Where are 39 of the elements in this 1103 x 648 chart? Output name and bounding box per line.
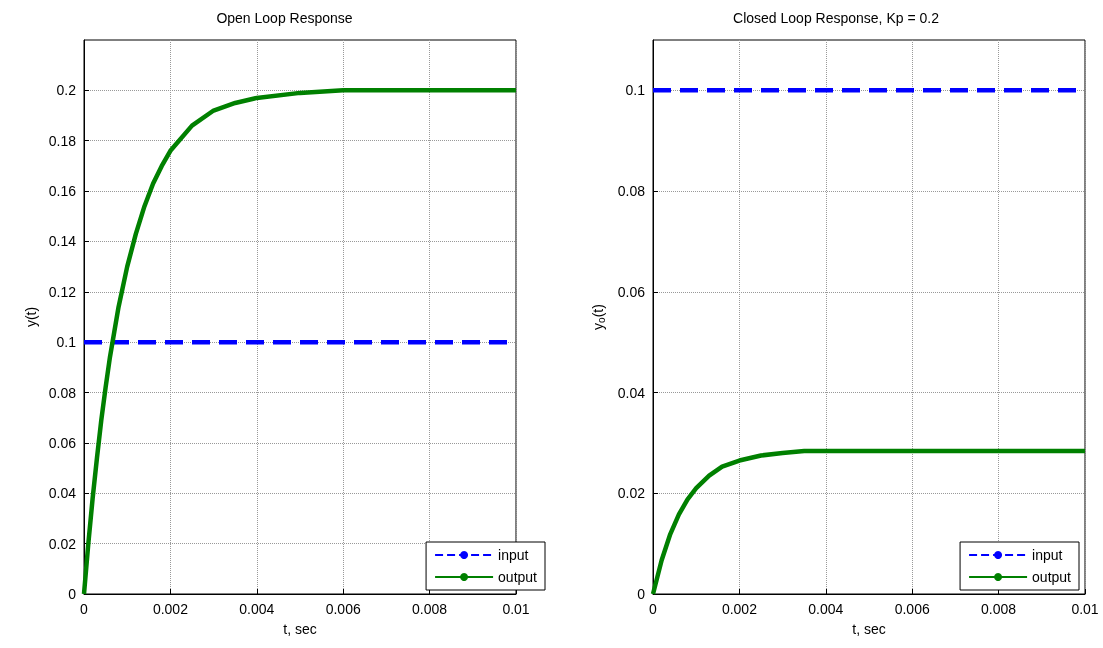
y-tick-label: 0.16: [48, 183, 77, 200]
x-tick-label: 0.008: [981, 601, 1017, 617]
x-tick-label: 0.006: [325, 601, 361, 617]
x-tick-label: 0.008: [412, 601, 448, 617]
chart-title: Open Loop Response: [216, 10, 353, 26]
y-tick-label: 0.04: [617, 384, 646, 401]
x-tick-label: 0.002: [152, 601, 189, 617]
y-tick-label: 0.06: [48, 434, 77, 451]
x-tick-label: 0.01: [1071, 601, 1099, 617]
x-tick-label: 0: [649, 601, 658, 617]
y-axis-title: y(t): [22, 306, 39, 328]
x-tick-label: 0.004: [239, 601, 275, 617]
y-tick-label: 0.12: [48, 283, 77, 300]
y-axis-title: yo(t): [589, 304, 608, 330]
legend-label: output: [498, 569, 538, 585]
x-tick-label: 0.01: [502, 601, 530, 617]
x-axis-title: t, sec: [852, 621, 886, 637]
x-axis-title: t, sec: [283, 621, 317, 637]
legend-label: output: [1032, 569, 1072, 585]
x-tick-label: 0: [80, 601, 89, 617]
legend-label: input: [498, 547, 529, 563]
y-tick-label: 0.04: [48, 485, 77, 502]
y-tick-label: 0: [68, 586, 77, 602]
y-tick-label: 0.06: [617, 283, 646, 300]
y-tick-label: 0.1: [625, 82, 646, 99]
y-tick-label: 0.08: [617, 183, 646, 200]
x-tick-label: 0.006: [894, 601, 930, 617]
y-tick-label: 0.1: [56, 334, 77, 351]
y-tick-label: 0.14: [48, 233, 77, 250]
y-tick-label: 0.2: [56, 82, 77, 99]
y-tick-label: 0.08: [48, 384, 77, 401]
legend-label: input: [1032, 547, 1063, 563]
chart-title: Closed Loop Response, Kp = 0.2: [733, 10, 940, 26]
y-tick-label: 0.02: [48, 535, 77, 552]
x-tick-label: 0.004: [808, 601, 844, 617]
y-tick-label: 0.18: [48, 132, 77, 149]
y-tick-label: 0: [637, 586, 646, 602]
x-tick-label: 0.002: [721, 601, 758, 617]
y-tick-label: 0.02: [617, 485, 646, 502]
